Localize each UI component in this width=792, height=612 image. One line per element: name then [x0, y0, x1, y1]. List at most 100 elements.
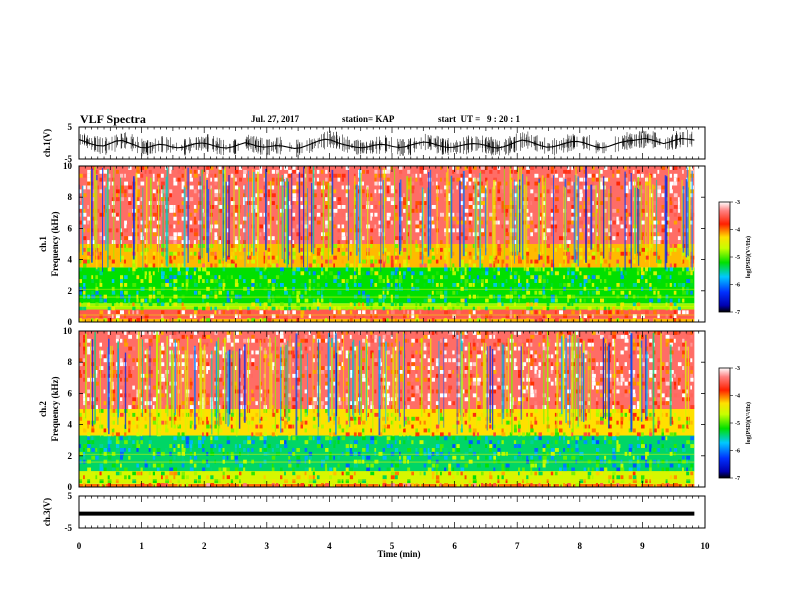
ch1-spectrogram-cell — [415, 240, 418, 244]
ch2-spectrogram-cell — [161, 362, 165, 367]
ch2-spectrogram-cell — [284, 428, 288, 433]
ch1-spectrogram-cell — [247, 306, 250, 311]
ch2-spectrogram-cell — [115, 412, 118, 417]
ch2-spectrogram-band — [79, 483, 695, 487]
ch1-spectrogram-cell — [189, 185, 194, 190]
ch1-spectrogram-cell — [628, 169, 631, 174]
ch2-spectrogram-cell — [284, 409, 287, 413]
ch1-spectrogram-cell — [210, 279, 214, 283]
ch1-spectrogram-cell — [267, 255, 270, 260]
ch2-spectrogram-cell — [509, 334, 512, 339]
ch1-spectrogram-cell — [497, 166, 501, 170]
ch1-spectrogram-cell — [505, 279, 508, 283]
ch2-spectrogram-cell — [444, 428, 446, 433]
ch1-spectrogram-cell — [234, 283, 239, 287]
ch1-spectrogram-cell — [308, 193, 311, 198]
ch2-spectrogram-cell — [464, 389, 468, 394]
ch1-spectrogram-cell — [468, 189, 471, 194]
ch2-spectrogram-cell — [156, 338, 160, 343]
ch1-spectrogram-cell — [226, 212, 230, 217]
ch2-spectrogram-cell — [595, 420, 600, 425]
ch1-spectrogram-cell — [316, 290, 321, 295]
ch1-spectrogram-cell — [202, 263, 206, 268]
ch1-spectrogram-cell — [353, 173, 356, 178]
ch1-spectrogram-cell — [325, 201, 329, 205]
ch2-spectrogram-cell — [505, 428, 509, 433]
ch2-spectrogram-cell — [321, 370, 325, 374]
ch2-spectrogram-cell — [538, 362, 542, 367]
ch1-spectrogram-cell — [407, 310, 410, 315]
ch1-spectrogram-cell — [641, 212, 643, 217]
ch1-spectrogram-cell — [337, 205, 341, 209]
ch2-spectrogram-cell — [362, 401, 365, 406]
ch2-spectrogram-cell — [189, 440, 193, 445]
ch1-spectrogram-cell — [210, 263, 213, 268]
ch1-spectrogram-cell — [374, 314, 378, 319]
ch1-spectrogram-cell — [591, 177, 595, 182]
ch2-spectrogram-cell — [415, 338, 419, 343]
ch1-spectrogram-cell — [427, 279, 431, 283]
ch1-spectrogram-cell — [456, 212, 461, 217]
ch2-spectrogram-cell — [169, 385, 172, 390]
ch1-spectrogram-cell — [99, 263, 102, 268]
ch1-spectrogram-cell — [587, 173, 592, 178]
ch1-spectrogram-cell — [185, 185, 190, 190]
ch2-spectrogram-cell — [513, 405, 517, 409]
ch1-spectrogram-cell — [415, 247, 420, 252]
ch1-spectrogram-cell — [587, 259, 590, 264]
ch1-spectrogram-cell — [198, 275, 202, 280]
ch2-spectrogram-cell — [169, 366, 172, 370]
ch2-spectrogram-cell — [481, 346, 484, 351]
ch1-spectrogram-cell — [583, 205, 587, 209]
ch2-spectrogram-cell — [435, 409, 439, 413]
ch1-spectrogram-cell — [370, 283, 373, 287]
ch2-spectrogram-cell — [440, 338, 443, 343]
ch2-spectrogram-cell — [591, 370, 594, 374]
ch1-spectrogram-cell — [210, 244, 214, 248]
ch1-spectrogram-cell — [136, 193, 141, 198]
ch1-spectrogram-cell — [608, 220, 613, 225]
ch2-spectrogram-cell — [481, 338, 486, 343]
ch1-spectrogram-cell — [673, 318, 677, 322]
ch1-spectrogram-cell — [193, 271, 196, 276]
ch2-spectrogram-cell — [616, 401, 620, 406]
ch1-spectrogram-cell — [411, 283, 414, 287]
ch1-spectrogram-cell — [501, 259, 505, 264]
ch2-spectrogram-cell — [308, 436, 313, 441]
ch2-spectrogram-cell — [686, 405, 689, 409]
ch1-spectrogram-cell — [595, 208, 598, 213]
ch2-spectrogram-cell — [214, 331, 218, 335]
ch1-spectrogram-cell — [83, 173, 87, 178]
ch1-spectrogram-cell — [144, 169, 147, 174]
ch1-spectrogram-cell — [296, 181, 299, 186]
ch2-spectrogram-cell — [325, 366, 328, 370]
ch2-spectrogram-cell — [189, 455, 192, 460]
ch1-spectrogram-cell — [239, 255, 243, 260]
ch1-spectrogram-cell — [472, 173, 476, 178]
ch2-spectrogram-cell — [255, 350, 259, 355]
ch1-spectrogram-cell — [579, 189, 583, 194]
ch2-spectrogram-cell — [329, 412, 331, 417]
ch1-spectrogram-cell — [390, 177, 393, 182]
ch2-spectrogram-cell — [636, 350, 640, 355]
ch1-spectrogram-cell — [99, 228, 102, 233]
ch2-spectrogram-cell — [115, 440, 120, 445]
ch2-spectrogram-cell — [288, 409, 291, 413]
ch2-spectrogram-cell — [476, 334, 481, 339]
ch1-spectrogram-cell — [501, 189, 505, 194]
ch2-spectrogram-cell — [300, 338, 305, 343]
ch1-spectrogram-cell — [476, 236, 481, 241]
ch2-spectrogram-cell — [239, 350, 243, 355]
ch2-spectrogram-cell — [608, 432, 613, 437]
ch2-spectrogram-cell — [399, 424, 402, 429]
ch1-spectrogram-cell — [296, 185, 301, 190]
ch1-spectrogram-cell — [321, 251, 324, 256]
ch2-spectrogram-cell — [632, 381, 637, 386]
ch1-spectrogram-cell — [83, 189, 87, 194]
ch2-spectrogram-cell — [440, 455, 443, 460]
ch2-spectrogram-cell — [415, 350, 418, 355]
ch2-spectrogram-cell — [476, 405, 481, 409]
ch1-spectrogram-cell — [550, 283, 554, 287]
ch1-spectrogram-cell — [312, 259, 316, 264]
